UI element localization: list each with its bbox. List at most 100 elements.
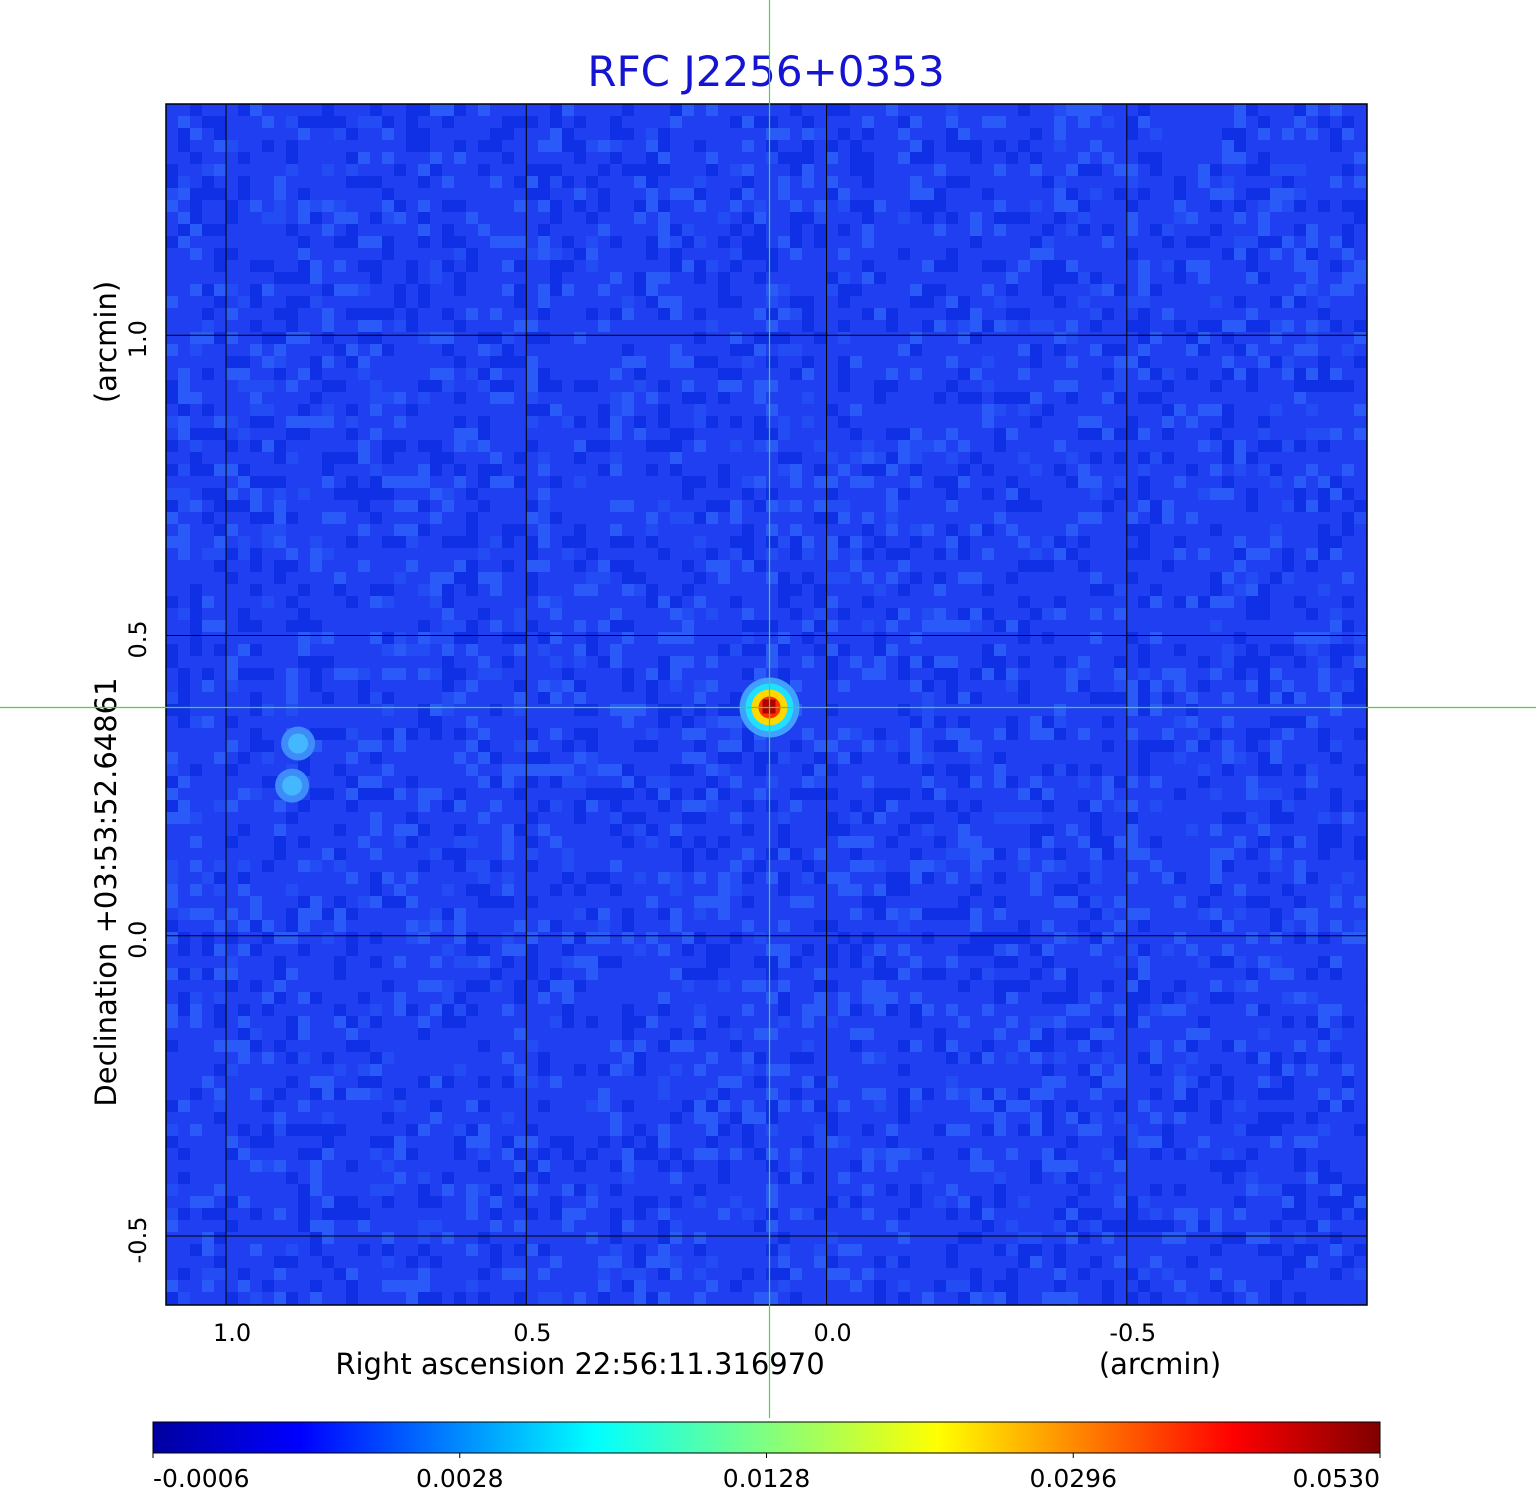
noise-cell — [382, 308, 394, 320]
noise-cell — [382, 872, 394, 884]
noise-cell — [418, 200, 430, 212]
noise-cell — [754, 200, 766, 212]
noise-cell — [790, 1052, 802, 1064]
noise-cell — [634, 740, 646, 752]
noise-cell — [1102, 152, 1114, 164]
noise-cell — [694, 836, 706, 848]
noise-cell — [706, 764, 718, 776]
noise-cell — [970, 320, 982, 332]
noise-cell — [1258, 608, 1270, 620]
noise-cell — [862, 836, 874, 848]
noise-cell — [1270, 932, 1282, 944]
noise-cell — [442, 908, 454, 920]
noise-cell — [1006, 1220, 1018, 1232]
noise-cell — [550, 692, 562, 704]
noise-cell — [898, 428, 910, 440]
noise-cell — [1198, 332, 1210, 344]
noise-cell — [574, 908, 586, 920]
noise-cell — [1318, 1124, 1330, 1136]
noise-cell — [802, 1004, 814, 1016]
noise-cell — [862, 260, 874, 272]
noise-cell — [334, 488, 346, 500]
noise-cell — [430, 1292, 442, 1304]
noise-cell — [862, 200, 874, 212]
noise-cell — [958, 296, 970, 308]
noise-cell — [250, 344, 262, 356]
noise-cell — [814, 788, 826, 800]
noise-cell — [1294, 1184, 1306, 1196]
noise-cell — [490, 1256, 502, 1268]
noise-cell — [742, 872, 754, 884]
noise-cell — [370, 260, 382, 272]
noise-cell — [1354, 272, 1366, 284]
noise-cell — [322, 1088, 334, 1100]
noise-cell — [778, 596, 790, 608]
noise-cell — [922, 1172, 934, 1184]
noise-cell — [1270, 692, 1282, 704]
noise-cell — [1054, 332, 1066, 344]
noise-cell — [1138, 764, 1150, 776]
noise-cell — [610, 452, 622, 464]
noise-cell — [970, 836, 982, 848]
noise-cell — [622, 764, 634, 776]
noise-cell — [658, 632, 670, 644]
noise-cell — [766, 428, 778, 440]
noise-cell — [658, 140, 670, 152]
noise-cell — [1102, 392, 1114, 404]
noise-cell — [442, 632, 454, 644]
noise-cell — [514, 176, 526, 188]
noise-cell — [1174, 476, 1186, 488]
noise-cell — [274, 992, 286, 1004]
noise-cell — [958, 824, 970, 836]
noise-cell — [442, 1232, 454, 1244]
noise-cell — [898, 1112, 910, 1124]
noise-cell — [346, 596, 358, 608]
noise-cell — [886, 1220, 898, 1232]
noise-cell — [694, 728, 706, 740]
noise-cell — [778, 1064, 790, 1076]
noise-cell — [1210, 872, 1222, 884]
noise-cell — [1246, 572, 1258, 584]
noise-cell — [658, 236, 670, 248]
noise-cell — [178, 1100, 190, 1112]
noise-cell — [946, 1124, 958, 1136]
noise-cell — [1294, 1040, 1306, 1052]
noise-cell — [982, 644, 994, 656]
noise-cell — [898, 920, 910, 932]
noise-cell — [1174, 932, 1186, 944]
noise-cell — [802, 872, 814, 884]
noise-cell — [190, 620, 202, 632]
noise-cell — [166, 1016, 178, 1028]
noise-cell — [274, 1088, 286, 1100]
noise-cell — [430, 584, 442, 596]
noise-cell — [1354, 356, 1366, 368]
noise-cell — [1114, 1064, 1126, 1076]
noise-cell — [610, 644, 622, 656]
noise-cell — [742, 140, 754, 152]
noise-cell — [382, 488, 394, 500]
noise-cell — [382, 212, 394, 224]
noise-cell — [754, 764, 766, 776]
noise-cell — [934, 1280, 946, 1292]
noise-cell — [1126, 824, 1138, 836]
noise-cell — [1282, 1076, 1294, 1088]
noise-cell — [1246, 380, 1258, 392]
noise-cell — [394, 740, 406, 752]
noise-cell — [958, 572, 970, 584]
noise-cell — [910, 476, 922, 488]
noise-cell — [478, 140, 490, 152]
noise-cell — [586, 632, 598, 644]
y-tick-labels: 1.00.50.0-0.5 — [124, 320, 152, 1263]
noise-cell — [970, 872, 982, 884]
noise-cell — [502, 836, 514, 848]
noise-cell — [1270, 1220, 1282, 1232]
noise-cell — [286, 152, 298, 164]
noise-cell — [298, 920, 310, 932]
noise-cell — [1318, 824, 1330, 836]
noise-cell — [646, 236, 658, 248]
noise-cell — [322, 1052, 334, 1064]
noise-cell — [1102, 848, 1114, 860]
noise-cell — [526, 944, 538, 956]
noise-cell — [766, 320, 778, 332]
noise-cell — [814, 236, 826, 248]
